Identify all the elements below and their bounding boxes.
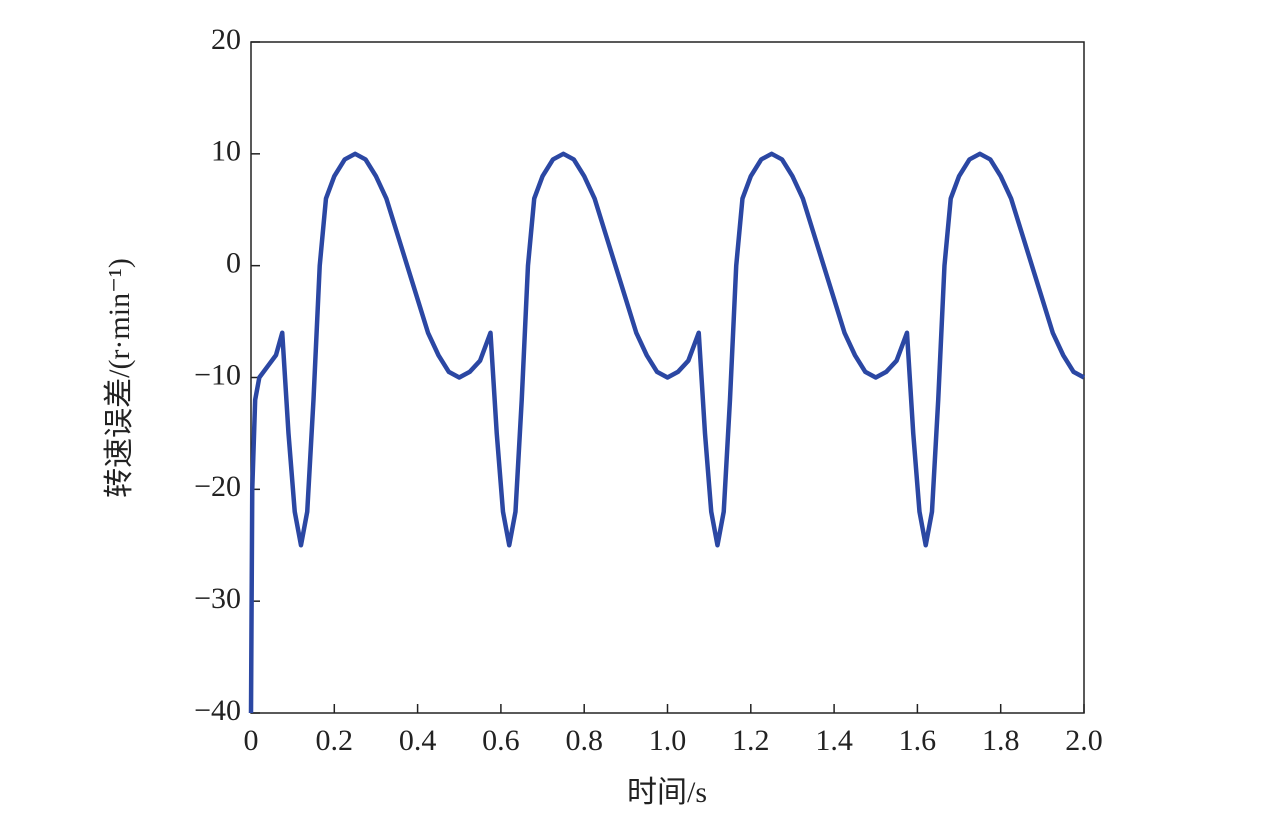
x-tick-label: 0.6 — [482, 724, 520, 757]
data-line — [248, 151, 1086, 714]
x-tick-label: 1.2 — [732, 724, 770, 757]
x-tick-label: 0.4 — [399, 724, 437, 757]
y-tick-label: −20 — [194, 470, 241, 503]
y-tick-label: −40 — [194, 694, 241, 727]
y-axis-label: 转速误差/(r·min⁻¹) — [103, 258, 136, 498]
y-tick-label: 10 — [211, 135, 241, 168]
x-tick-label: 1.6 — [899, 724, 937, 757]
x-tick-label: 1.8 — [982, 724, 1020, 757]
x-tick-label: 1.4 — [815, 724, 853, 757]
x-tick-label: 0.8 — [565, 724, 603, 757]
x-tick-label: 0.2 — [316, 724, 354, 757]
x-tick-label: 1.0 — [649, 724, 687, 757]
x-tick-label: 0 — [244, 724, 259, 757]
x-tick-label: 2.0 — [1065, 724, 1103, 757]
x-axis-label: 时间/s — [627, 776, 707, 809]
y-tick-label: −30 — [194, 582, 241, 615]
y-tick-label: 0 — [226, 247, 241, 280]
y-tick-label: −10 — [194, 358, 241, 391]
y-tick-label: 20 — [211, 23, 241, 56]
